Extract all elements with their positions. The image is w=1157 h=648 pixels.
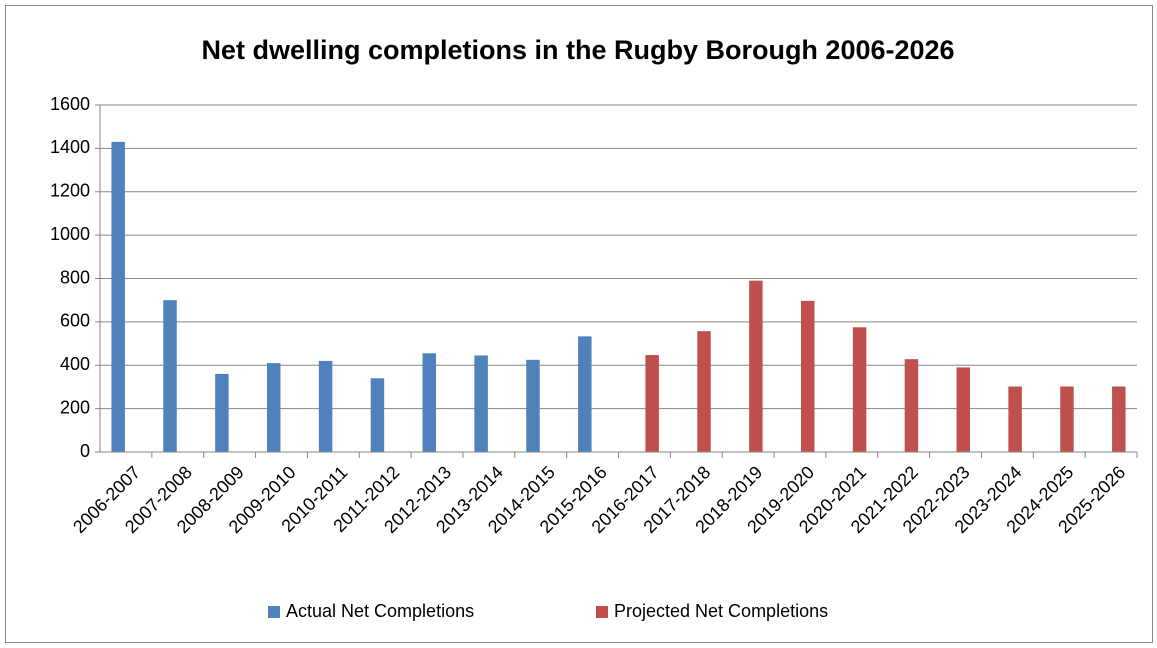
- bar: [526, 359, 540, 452]
- bar: [1060, 386, 1074, 452]
- y-tick-label: 400: [60, 354, 90, 374]
- bar: [697, 331, 711, 452]
- bar: [1008, 386, 1022, 452]
- legend-label: Projected Net Completions: [614, 601, 828, 621]
- bar: [645, 355, 659, 452]
- y-tick-label: 1000: [50, 224, 90, 244]
- bar: [749, 280, 763, 452]
- bar: [111, 141, 125, 452]
- y-tick-label: 1200: [50, 181, 90, 201]
- bar: [422, 353, 437, 452]
- bar: [266, 363, 281, 452]
- bar: [215, 373, 229, 452]
- y-tick-label: 800: [60, 267, 90, 287]
- legend-swatch: [596, 606, 608, 618]
- chart-border: [5, 5, 1153, 643]
- chart-title: Net dwelling completions in the Rugby Bo…: [201, 35, 954, 65]
- legend-label: Actual Net Completions: [286, 601, 474, 621]
- bar: [318, 360, 333, 452]
- bar: [370, 378, 385, 452]
- bar: [1112, 386, 1126, 452]
- y-tick-label: 1600: [50, 94, 90, 114]
- bar: [800, 300, 815, 452]
- bar: [163, 300, 177, 452]
- bar: [852, 327, 867, 452]
- y-tick-label: 200: [60, 397, 90, 417]
- y-tick-label: 1400: [50, 137, 90, 157]
- bar: [474, 355, 488, 452]
- y-tick-label: 0: [80, 441, 90, 461]
- y-tick-label: 600: [60, 311, 90, 331]
- bar: [578, 336, 592, 452]
- bar: [956, 367, 971, 452]
- legend-swatch: [268, 606, 280, 618]
- bar: [904, 359, 919, 452]
